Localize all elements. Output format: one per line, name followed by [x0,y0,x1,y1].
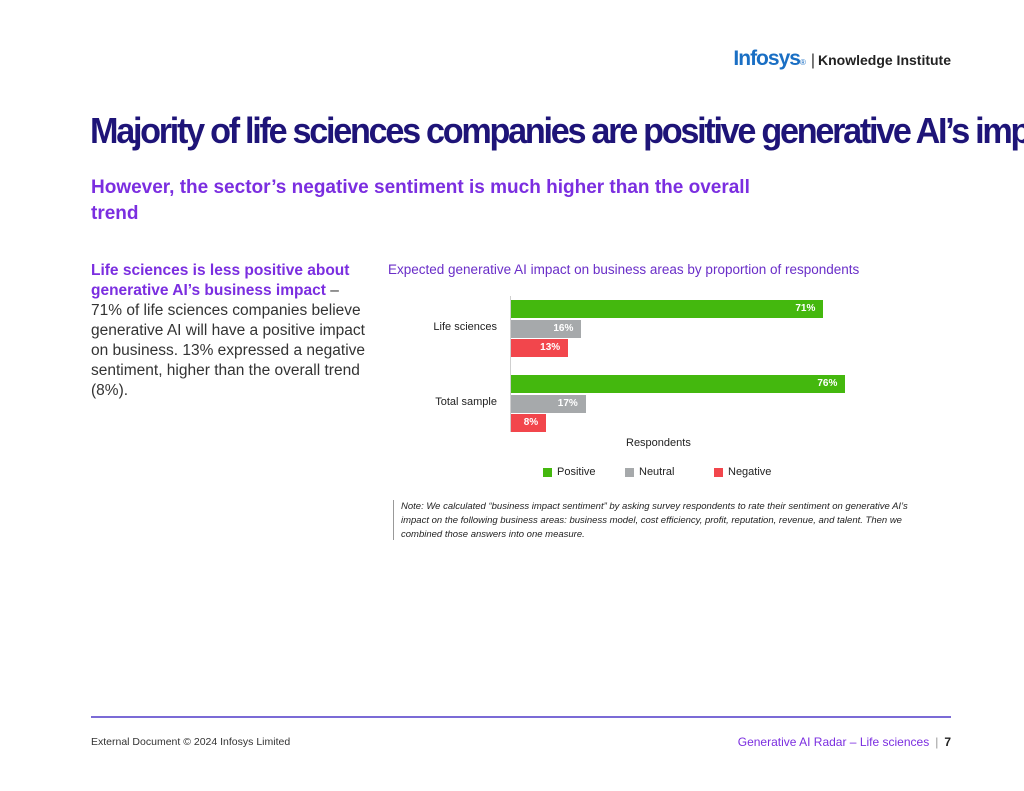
bar-neutral-life-sciences [511,320,582,338]
bar-negative-life-sciences [511,339,569,357]
footer-separator: | [935,735,939,749]
page-subtitle: However, the sector’s negative sentiment… [91,177,750,224]
legend-item-negative: Negative [714,466,771,478]
body-paragraph: Life sciences is less positive about gen… [91,261,371,401]
bar-neutral-total-sample [511,395,586,413]
page-number: 7 [944,735,951,749]
data-label-neutral-life-sciences: 16% [553,323,574,334]
logo-separator: | [810,52,815,69]
data-label-negative-total-sample: 8% [523,417,539,428]
legend-item-neutral: Neutral [625,466,674,478]
bar-positive-life-sciences [511,300,824,318]
chart-x-label: Respondents [626,437,691,449]
chart-title: Expected generative AI impact on busines… [388,262,860,277]
infosys-logo: Infosys ® | Knowledge Institute [733,47,951,71]
legend-swatch-neutral [625,467,634,477]
note-divider [393,500,394,540]
logo-text: Knowledge Institute [818,52,951,68]
data-label-positive-life-sciences: 71% [795,303,816,314]
category-label-total-sample: Total sample [435,396,497,408]
data-label-negative-life-sciences: 13% [540,342,561,353]
logo-brand: Infosys [733,47,801,70]
legend-swatch-positive [543,467,552,477]
footer-report-title: Generative AI Radar – Life sciences [737,735,930,749]
data-label-positive-total-sample: 76% [817,378,838,389]
legend-label-neutral: Neutral [639,466,675,478]
body-highlight: Life sciences is less positive about gen… [91,262,350,299]
chart-note: Note: We calculated “business impact sen… [401,501,908,540]
category-label-life-sciences: Life sciences [433,321,497,333]
page-title: Majority of life sciences companies are … [90,110,1024,151]
footer-right: Generative AI Radar – Life sciences | 7 [738,735,951,749]
legend-swatch-negative [714,467,723,477]
legend-label-positive: Positive [557,466,596,478]
logo-registered-mark: ® [799,58,806,67]
body-text: – 71% of life sciences companies believe… [91,282,366,399]
bar-positive-total-sample [511,375,846,393]
bar-negative-total-sample [511,414,547,432]
legend-item-positive: Positive [543,466,596,478]
footer-copyright: External Document © 2024 Infosys Limited [91,736,291,748]
footer-divider [91,716,951,718]
data-label-neutral-total-sample: 17% [557,398,578,409]
chart-y-axis [510,296,511,432]
legend-label-negative: Negative [728,466,772,478]
